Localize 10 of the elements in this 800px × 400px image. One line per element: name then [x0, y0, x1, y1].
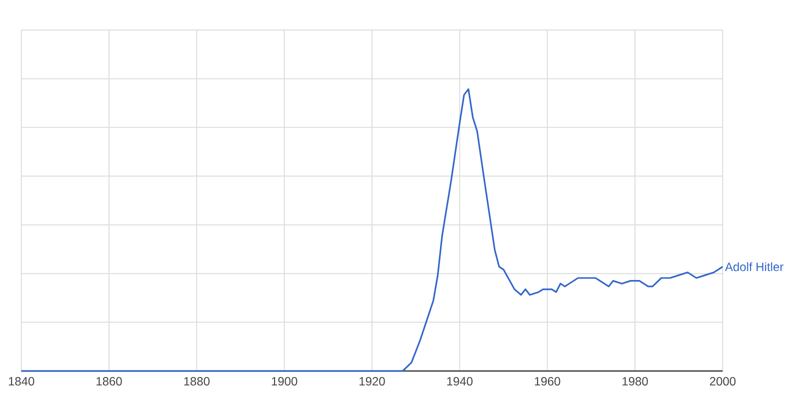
x-tick-label: 1860: [96, 377, 122, 386]
x-tick-label: 1980: [622, 377, 648, 386]
series-label: Adolf Hitler: [724, 262, 784, 272]
x-tick-label: 1880: [184, 377, 210, 386]
x-tick-label: 1920: [360, 377, 385, 386]
x-tick-label: 1900: [272, 377, 298, 386]
x-tick-label: 1840: [8, 377, 34, 386]
x-tick-label: 1940: [447, 377, 473, 386]
x-tick-label: 2000: [710, 377, 736, 386]
x-tick-label: 1960: [534, 377, 560, 386]
